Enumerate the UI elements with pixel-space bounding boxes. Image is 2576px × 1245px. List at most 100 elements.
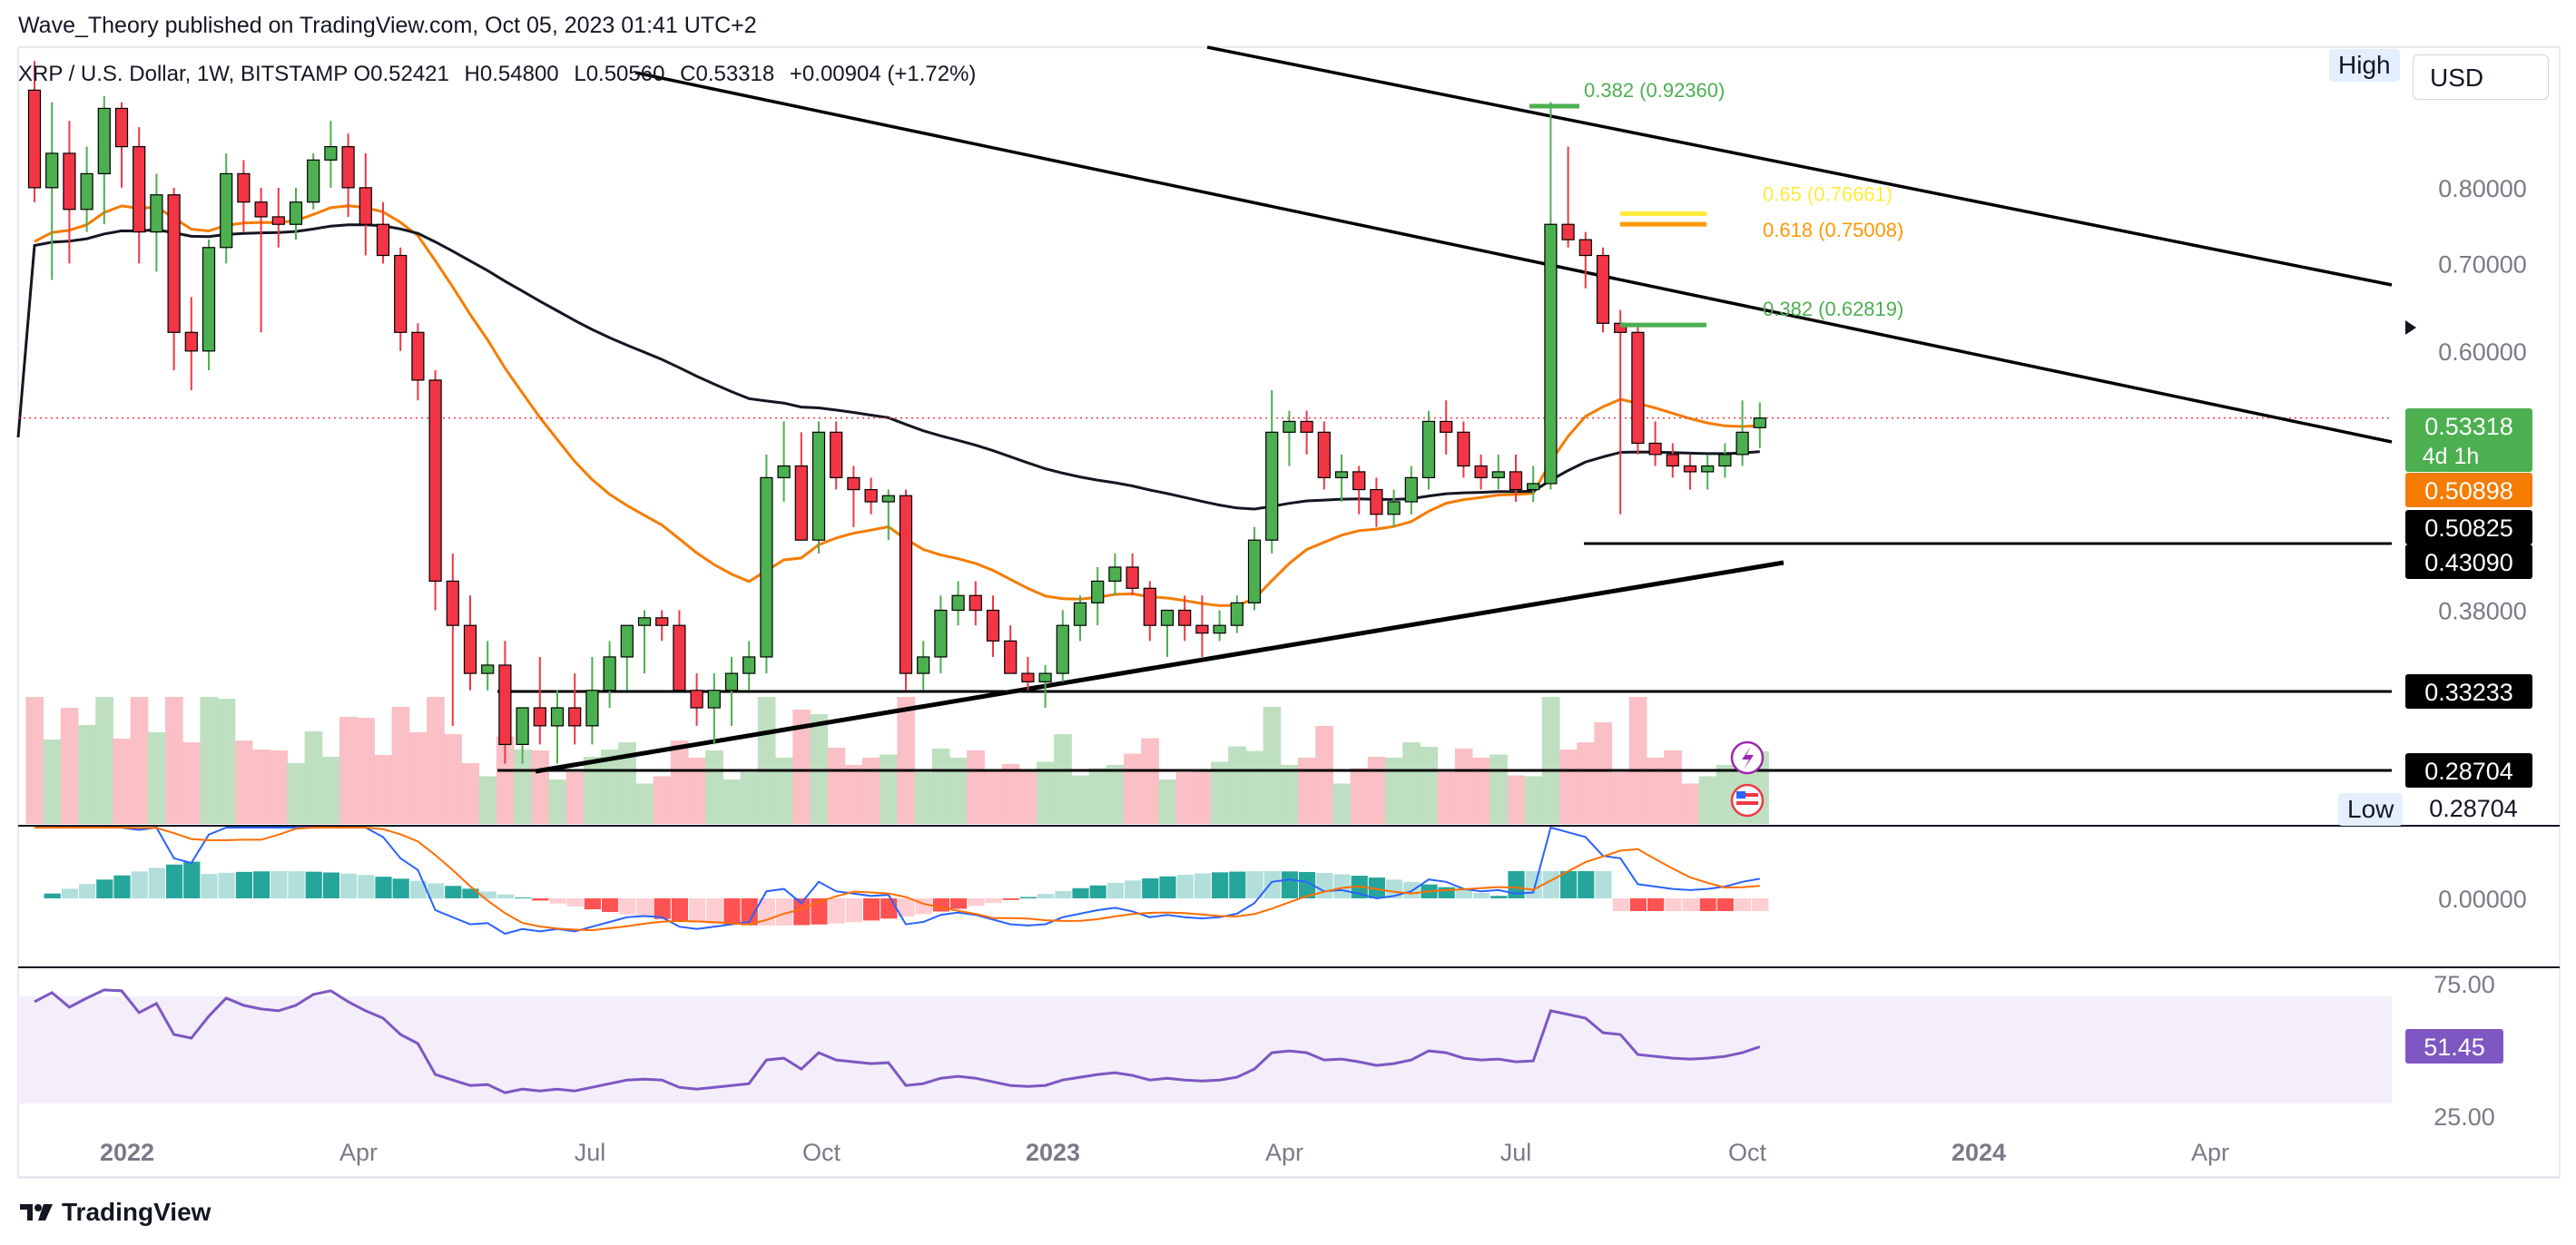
macd-histogram-bar [1333,874,1351,898]
macd-histogram-bar [1072,887,1089,898]
candle-body [724,672,739,691]
volume-area [25,697,1769,824]
candle-body [80,172,93,211]
macd-histogram-bar [1525,871,1542,898]
macd-histogram-bar [166,864,183,898]
volume-bar [496,736,515,824]
candle-body [376,223,390,257]
macd-histogram-bar [1246,871,1263,898]
us-flag-icon [1730,783,1765,818]
volume-bar [1071,775,1090,824]
macd-histogram-bar [322,872,339,898]
published-header: Wave_Theory published on TradingView.com… [18,13,757,38]
volume-bar [1577,742,1595,824]
volume-bar [618,742,636,824]
high-button[interactable]: High [2329,49,2400,82]
candle-body [307,159,320,203]
volume-bar [321,757,340,824]
candle-body [411,331,425,381]
high-label: H [464,62,480,86]
rsi-pane: 75.00 25.00 51.45 [18,971,2503,1131]
macd-histogram-bar [1612,898,1629,911]
price-axis: 0.80000 0.70000 0.60000 0.38000 0.53318 4d 1h… [1730,175,2532,822]
candle-body [1091,580,1105,603]
rsi-line [34,988,1761,1094]
candle-body [742,656,756,674]
tradingview-brand[interactable]: TradingView [18,1198,211,1227]
volume-bar [478,776,497,824]
candle-body [167,194,181,333]
volume-bar [1594,722,1613,824]
ema-200-line [16,223,1760,511]
rsi-value: 51.45 [2424,1034,2485,1061]
price-label-countdown: 4d 1h [2423,444,2480,469]
macd-histogram-bar [985,898,1002,904]
volume-bar [514,750,532,824]
macd-histogram-bar [1212,872,1229,898]
macd-histogram-bar [566,898,584,907]
macd-histogram-bar [1281,871,1298,898]
ema-50-line [34,204,1760,607]
low-price-value: 0.28704 [2429,795,2518,822]
volume-bar [897,697,916,824]
time-tick: Jul [1500,1139,1532,1166]
candle-body [1370,488,1383,515]
candle-body [830,431,843,478]
candle-body [428,379,442,583]
macd-histogram-bar [61,888,78,898]
candle-body [655,617,669,626]
macd-histogram-bar [462,888,479,898]
volume-bar [1054,734,1072,824]
volume-bar [914,772,933,824]
macd-histogram-bar [235,871,252,898]
macd-histogram-bar [1055,890,1072,898]
candle-body [1404,476,1418,503]
volume-bar [1628,697,1647,824]
candle-body [951,594,965,612]
candle-body [1753,417,1766,428]
macd-histogram-bar [793,898,811,926]
low-value: 0.50560 [585,62,665,86]
volume-bar [775,758,793,824]
macd-histogram-bar [584,898,601,910]
candle-body [1648,442,1662,456]
volume-bar [1437,772,1456,824]
fib-levels: 0.382 (0.92360) 0.65 (0.76661) 0.618 (0.75… [1529,79,1903,328]
candle-body [585,690,599,727]
candle-body [463,624,477,674]
volume-bar [967,750,985,824]
macd-histogram-bar [1037,894,1055,898]
brand-name: TradingView [62,1198,211,1226]
macd-histogram-bar [706,898,723,924]
macd-histogram-bar [96,879,113,898]
volume-bar [1420,747,1439,824]
macd-histogram-bar [1438,887,1455,898]
candle-body [1578,239,1592,257]
candle-body [1300,420,1313,433]
price-tick: 0.38000 [2438,598,2527,625]
candle-body [1178,609,1192,626]
volume-bar [1524,776,1543,824]
candle-body [1160,609,1175,626]
candle-body [324,146,338,161]
fib-label: 0.382 (0.62819) [1763,298,1903,320]
macd-histogram-bar [671,898,688,921]
volume-bar [1559,750,1578,824]
candle-body [1038,672,1052,682]
candle-body [707,690,721,709]
volume-bar [1228,746,1246,824]
currency-select[interactable]: USD [2413,54,2549,100]
volume-bar [113,739,132,824]
volume-bar [1001,764,1020,824]
macd-histogram-bar [113,875,131,898]
candle-body [1561,223,1575,240]
candle-body [1108,566,1122,583]
volume-bar [1367,757,1386,824]
volume-bar [1647,758,1665,824]
macd-histogram-bar [409,880,427,898]
volume-bar [1454,749,1473,824]
macd-histogram-bar [1386,879,1403,898]
macd-histogram-bar [1002,898,1019,900]
macd-histogram-bar [1089,885,1106,898]
